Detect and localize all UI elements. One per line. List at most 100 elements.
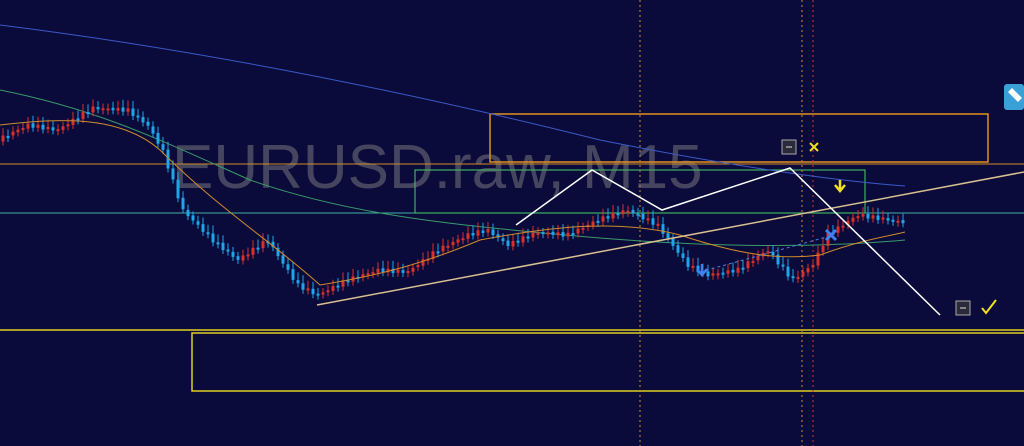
candle-part — [346, 280, 350, 283]
candle-part — [716, 273, 720, 276]
candle-part — [771, 251, 775, 256]
candle-part — [436, 251, 440, 254]
candle-part — [506, 240, 510, 246]
icon-glyph — [981, 299, 997, 315]
trade-marker — [824, 228, 838, 242]
candle-part — [791, 276, 795, 279]
candle-part — [396, 269, 400, 273]
candle-part — [581, 227, 585, 230]
candle-part — [691, 265, 695, 268]
moving-average — [0, 120, 906, 286]
candle-part — [136, 115, 140, 118]
candle-part — [741, 267, 745, 270]
candle-part — [446, 245, 450, 248]
candle-part — [211, 233, 215, 243]
moving-average — [0, 24, 906, 187]
candle-part — [806, 268, 810, 273]
candle-part — [296, 280, 300, 284]
candle-part — [471, 232, 475, 236]
candle-part — [801, 271, 805, 277]
pattern-zigzag — [515, 167, 941, 316]
zone-rectangle — [489, 113, 989, 163]
candle-part — [1, 135, 5, 142]
candle-part — [686, 257, 690, 267]
candle-part — [336, 285, 340, 288]
candle-part — [726, 270, 730, 274]
candle-part — [526, 236, 530, 239]
candle-part — [706, 271, 710, 277]
icon-glyph — [1008, 88, 1022, 102]
candle-part — [231, 251, 235, 257]
candle-part — [376, 268, 380, 273]
candle-part — [796, 277, 800, 280]
candle-part — [246, 254, 250, 257]
candle-part — [866, 213, 870, 219]
candle-part — [736, 267, 740, 273]
candle-part — [751, 260, 755, 263]
candle-part — [106, 108, 110, 111]
candle-part — [161, 144, 165, 150]
candle-part — [646, 218, 650, 221]
candle-part — [861, 214, 865, 217]
candle-part — [811, 264, 815, 268]
candle-part — [836, 226, 840, 233]
candle-part — [541, 232, 545, 235]
candle-part — [451, 241, 455, 246]
candle-part — [171, 168, 175, 180]
candle-part — [401, 270, 405, 273]
candle-part — [626, 210, 630, 213]
candle-part — [891, 219, 895, 222]
candle-part — [56, 129, 60, 132]
candle-part — [556, 232, 560, 236]
candle-part — [216, 242, 220, 245]
candle-part — [421, 259, 425, 266]
candle-part — [846, 221, 850, 225]
candle-part — [111, 107, 115, 111]
candle-part — [821, 245, 825, 253]
candle-part — [711, 273, 715, 276]
candle-part — [271, 241, 275, 248]
candle-part — [496, 234, 500, 238]
candle-part — [561, 232, 565, 237]
candle-part — [461, 238, 465, 241]
candle-part — [476, 230, 480, 236]
candle-part — [206, 232, 210, 235]
candle-part — [601, 216, 605, 222]
candle-part — [256, 247, 260, 250]
candle-part — [636, 213, 640, 216]
candle-part — [221, 242, 225, 251]
candle-part — [6, 135, 10, 138]
trendline — [316, 171, 1024, 306]
candle-part — [16, 129, 20, 133]
symbol-watermark: EURUSD.raw, M15 — [172, 133, 703, 202]
candle-part — [786, 266, 790, 277]
candle-part — [416, 265, 420, 268]
candle-part — [621, 210, 625, 215]
candle-part — [71, 118, 75, 125]
candle-part — [521, 236, 525, 243]
candle-part — [361, 274, 365, 278]
candle-part — [516, 240, 520, 243]
candle-part — [51, 127, 55, 131]
candle-part — [406, 271, 410, 274]
candle-part — [896, 220, 900, 223]
candle-part — [281, 255, 285, 264]
candle-part — [121, 107, 125, 112]
candle-part — [486, 228, 490, 233]
candle-part — [651, 218, 655, 225]
candle-part — [316, 293, 320, 296]
candle-part — [606, 216, 610, 219]
candle-part — [441, 245, 445, 252]
candle-part — [596, 220, 600, 223]
candle-part — [126, 108, 130, 112]
candle-part — [371, 272, 375, 275]
candle-part — [261, 241, 265, 249]
candle-part — [146, 121, 150, 126]
candle-part — [21, 128, 25, 131]
candle-part — [151, 126, 155, 134]
candle-part — [166, 149, 170, 169]
trade-line — [699, 235, 831, 273]
candle-part — [551, 231, 555, 235]
